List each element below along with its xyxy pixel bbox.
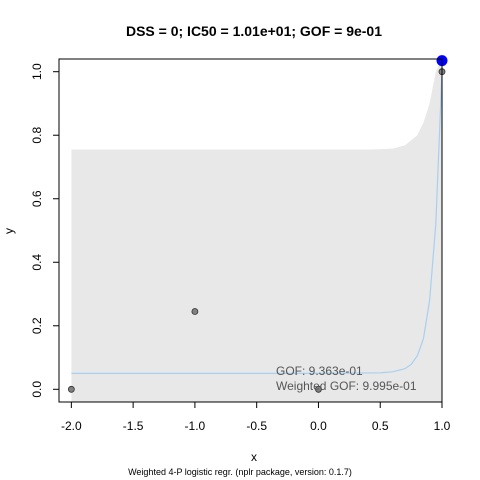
y-tick-label: 0.8	[30, 127, 44, 144]
x-tick-label: -1.0	[185, 419, 206, 433]
plot-area	[67, 55, 448, 402]
y-tick-label: 0.4	[30, 254, 44, 271]
x-axis: -2.0 -1.5 -1.0 -0.5 0.0 0.5 1.0	[61, 402, 451, 433]
y-tick-label: 1.0	[30, 63, 44, 80]
x-tick-label: 1.0	[434, 419, 451, 433]
y-tick-label: 0.0	[30, 381, 44, 398]
x-axis-label: x	[251, 450, 257, 464]
x-tick-label: -0.5	[246, 419, 267, 433]
data-point	[191, 308, 199, 315]
footer-note: Weighted 4-P logistic regr. (nplr packag…	[128, 467, 352, 477]
x-tick-label: 0.5	[372, 419, 389, 433]
weighted-gof-annotation: Weighted GOF: 9.995e-01	[276, 379, 417, 393]
gof-annotation: GOF: 9.363e-01	[276, 364, 363, 378]
data-point	[315, 385, 322, 393]
y-tick-label: 0.2	[30, 317, 44, 334]
x-tick-label: -1.5	[123, 419, 144, 433]
data-point	[67, 385, 75, 393]
chart-title: DSS = 0; IC50 = 1.01e+01; GOF = 9e-01	[126, 23, 382, 39]
plot-frame	[58, 58, 443, 403]
x-tick-label: 0.0	[310, 419, 327, 433]
x-tick-label: -2.0	[61, 419, 82, 433]
y-axis: 0.0 0.2 0.4 0.6 0.8 1.0	[30, 63, 59, 398]
y-tick-label: 0.6	[30, 190, 44, 207]
fit-curve	[71, 71, 442, 374]
confidence-band	[71, 59, 442, 402]
y-axis-label: y	[2, 228, 16, 234]
